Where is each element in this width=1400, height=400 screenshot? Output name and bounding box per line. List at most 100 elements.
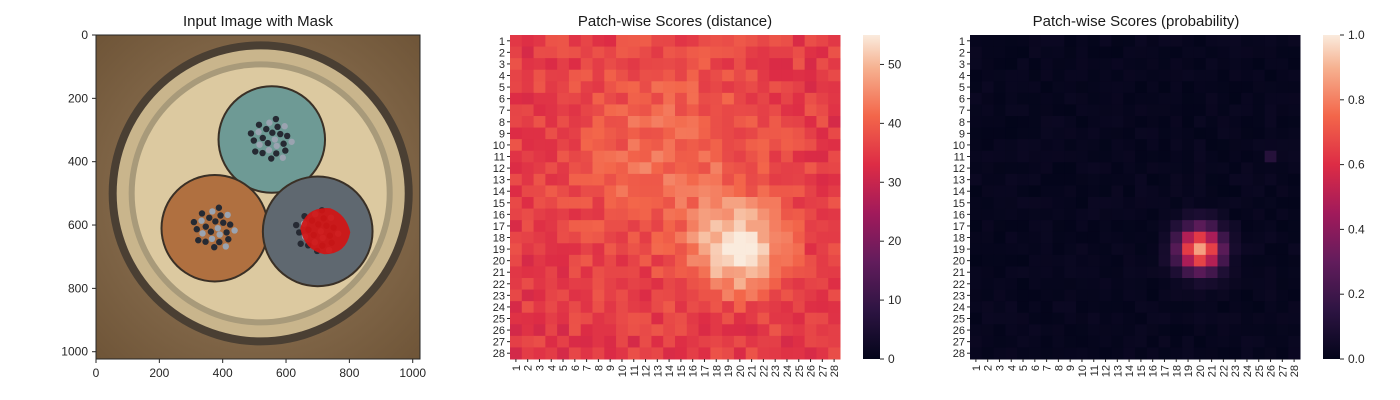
y-tick-label: 9 [499,128,505,140]
heatmap-cell [1040,266,1053,279]
heatmap-cell [804,92,817,105]
heatmap-cell [1229,243,1242,256]
heatmap-cell [733,173,747,186]
heatmap-cell [557,324,570,337]
heatmap-cell [1040,289,1053,302]
heatmap-cell [733,301,747,314]
heatmap-cell [1076,92,1089,105]
heatmap-cell [733,139,747,152]
heatmap-cell [722,127,735,140]
heatmap-cell [557,243,570,256]
heatmap-cell [1028,243,1042,256]
heatmap-cell [1087,243,1101,256]
heatmap-cell [1146,335,1160,348]
heatmap-cell [757,35,770,48]
heatmap-cell [663,278,676,291]
heatmap-cell [1087,254,1101,267]
heatmap-cell [1111,46,1124,59]
heatmap-cell [1076,243,1089,256]
heatmap-cell [1158,69,1171,82]
heatmap-cell [981,278,995,291]
heatmap-cell [1193,347,1207,360]
heatmap-cell [686,69,700,82]
heatmap-cell [792,324,806,337]
heatmap-cell [1252,347,1266,360]
heatmap-cell [804,301,817,314]
heatmap-cell [733,46,747,59]
heatmap-cell [993,278,1006,291]
x-tick-label: 17 [1159,365,1171,377]
x-tick-label: 6 [1030,365,1042,371]
heatmap-cell [545,220,558,233]
heatmap-cell [533,162,546,175]
heatmap-cell [722,243,735,256]
heatmap-cell [1028,92,1042,105]
heatmap-cell [1264,324,1277,337]
heatmap-cell [828,35,841,48]
heatmap-cell [981,104,995,117]
heatmap-cell [828,231,841,244]
heatmap-cell [828,312,841,325]
heatmap-cell [1017,92,1030,105]
heatmap-cell [521,104,535,117]
heatmap-cell [510,208,523,221]
heatmap-cell [592,312,605,325]
heatmap-cell [1146,347,1160,360]
heatmap-cell [970,69,983,82]
heatmap-cell [1288,197,1301,210]
heatmap-cell [698,104,711,117]
heatmap-cell [616,92,629,105]
heatmap-cell [1241,335,1254,348]
heatmap-cell [1158,46,1171,59]
heatmap-cell [1017,301,1030,314]
strand [212,218,219,225]
heatmap-cell [533,254,546,267]
heatmap-cell [769,266,782,279]
heatmap-cell [533,278,546,291]
heatmap-cell [757,335,770,348]
heatmap-cell [1182,197,1195,210]
strand [293,221,300,229]
colorbar-tick-label: 0.0 [1348,352,1365,366]
heatmap-cell [769,69,782,82]
heatmap-cell [970,139,983,152]
heatmap-cell [1158,92,1171,105]
heatmap-cell [651,278,664,291]
heatmap-cell [1064,289,1077,302]
heatmap-cell [710,104,723,117]
heatmap-cell [568,335,582,348]
heatmap-cell [510,185,523,198]
heatmap-cell [1146,324,1160,337]
heatmap-cell [1076,208,1089,221]
heatmap-cell [804,335,817,348]
heatmap-cell [1217,324,1230,337]
heatmap-cell [616,231,629,244]
heatmap-cell [1241,162,1254,175]
x-tick-label: 1 [511,365,523,371]
heatmap-cell [1135,92,1148,105]
x-tick-label: 14 [664,365,676,377]
heatmap-cell [1193,289,1207,302]
x-tick-label: 200 [149,366,169,380]
heatmap-cell [616,35,629,48]
heatmap-cell [1040,278,1053,291]
heatmap-cell [1241,289,1254,302]
heatmap-cell [1005,35,1018,48]
heatmap-cell [1264,127,1277,140]
heatmap-cell [557,116,570,129]
heatmap-cell [533,197,546,210]
heatmap-cell [1241,324,1254,337]
heatmap-cell [639,173,652,186]
heatmap-cell [1276,81,1289,94]
heatmap-cell [1135,197,1148,210]
heatmap-cell [639,243,652,256]
heatmap-cell [639,104,652,117]
heatmap-cell [781,312,794,325]
heatmap-cell [1135,46,1148,59]
heatmap-cell [1170,69,1183,82]
heatmap-cell [510,347,523,360]
heatmap-cell [1264,81,1277,94]
heatmap-cell [639,289,652,302]
heatmap-cell [781,197,794,210]
